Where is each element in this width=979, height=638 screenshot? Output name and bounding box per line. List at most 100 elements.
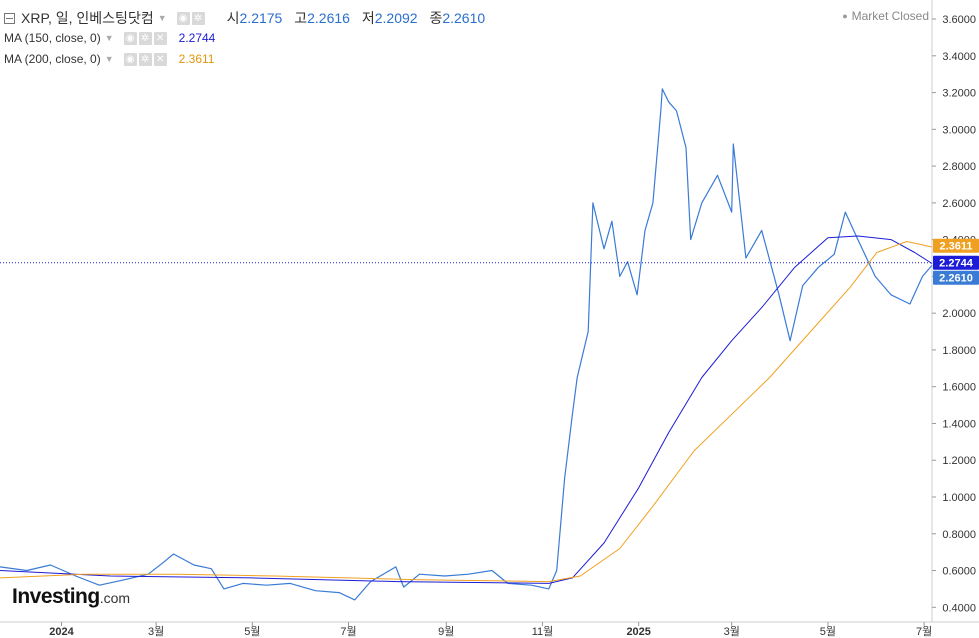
data-point (162, 563, 163, 564)
data-point (178, 574, 179, 575)
data-point (668, 101, 669, 102)
data-point (491, 570, 492, 571)
data-point (564, 478, 565, 479)
y-tick-label: 1.8000 (942, 345, 976, 357)
y-tick-label: 3.4000 (942, 51, 976, 63)
low-value: 2.2092 (374, 10, 418, 26)
data-point (731, 211, 732, 212)
data-point (857, 239, 858, 240)
legend-ma150: MA (150, close, 0) ▼ ◉ ✲ ✕ 2.2744 (4, 31, 215, 45)
gear-icon[interactable]: ✲ (191, 11, 205, 25)
data-point (223, 588, 224, 589)
x-tick-label: 2025 (626, 626, 650, 638)
data-point (690, 239, 691, 240)
close-key: 종 (429, 10, 443, 26)
gear-icon[interactable]: ✲ (138, 31, 152, 45)
data-point (444, 575, 445, 576)
eye-icon[interactable]: ◉ (176, 11, 190, 25)
data-point (588, 331, 589, 332)
data-point (266, 585, 267, 586)
gear-icon[interactable]: ✲ (138, 52, 152, 66)
chevron-down-icon[interactable]: ▼ (104, 54, 114, 64)
price-label-box (933, 270, 979, 285)
data-point (173, 553, 174, 554)
data-point (827, 237, 828, 238)
symbol-label: XRP, 일, 인베스팅닷컴 (21, 10, 154, 26)
legend-ma200: MA (200, close, 0) ▼ ◉ ✲ ✕ 2.3611 (4, 52, 214, 66)
data-point (611, 221, 612, 222)
data-point (26, 570, 27, 571)
y-tick-label: 0.6000 (942, 566, 976, 578)
y-tick-label: 1.4000 (942, 418, 976, 430)
data-point (717, 175, 718, 176)
data-point (83, 574, 84, 575)
data-point (548, 588, 549, 589)
data-point (572, 414, 573, 415)
data-point (769, 377, 770, 378)
logo-suffix: .com (99, 590, 131, 606)
price-label-box (933, 238, 979, 253)
data-point (75, 575, 76, 576)
data-point (652, 506, 653, 507)
data-point (397, 581, 398, 582)
close-icon[interactable]: ✕ (153, 52, 167, 66)
data-point (290, 583, 291, 584)
high-value: 2.2616 (307, 10, 350, 26)
eye-icon[interactable]: ◉ (123, 31, 137, 45)
eye-icon[interactable]: ◉ (123, 52, 137, 66)
chevron-down-icon[interactable]: ▼ (104, 33, 114, 43)
data-point (909, 303, 910, 304)
ma150-value: 2.2744 (178, 31, 216, 45)
x-tick-label: 3월 (148, 625, 164, 638)
data-point (931, 246, 932, 247)
y-tick-label: 0.8000 (942, 529, 976, 541)
data-point (890, 294, 891, 295)
data-point (548, 583, 549, 584)
data-point (761, 230, 762, 231)
data-point (931, 263, 932, 264)
data-point (876, 252, 877, 253)
data-point (794, 267, 795, 268)
x-tick-label: 3월 (724, 625, 740, 638)
data-point (531, 585, 532, 586)
data-point (701, 202, 702, 203)
ohlc-values: 시2.2175 고2.2616 저2.2092 종2.2610 (219, 8, 486, 28)
data-point (818, 267, 819, 268)
data-point (242, 583, 243, 584)
price-label: 2.3611 (939, 241, 972, 253)
data-point (701, 377, 702, 378)
data-point (660, 110, 661, 111)
data-point (662, 88, 663, 89)
collapse-icon[interactable] (4, 12, 15, 24)
high-key: 고 (294, 10, 308, 26)
close-icon[interactable]: ✕ (153, 31, 167, 45)
data-point (638, 487, 639, 488)
data-point (50, 564, 51, 565)
data-point (274, 575, 275, 576)
data-point (193, 564, 194, 565)
y-tick-label: 1.0000 (942, 492, 976, 504)
price-label: 2.2610 (939, 273, 973, 285)
chevron-down-icon[interactable]: ▼ (157, 13, 167, 23)
y-tick-label: 3.2000 (942, 88, 976, 100)
y-tick-label: 2.0000 (942, 308, 976, 320)
data-point (890, 239, 891, 240)
data-point (789, 340, 790, 341)
data-point (810, 331, 811, 332)
data-point (354, 599, 355, 600)
data-point (580, 575, 581, 576)
x-tick-label: 5월 (244, 625, 260, 638)
data-point (592, 202, 593, 203)
data-point (668, 432, 669, 433)
y-tick-label: 0.4000 (942, 602, 976, 614)
price-label: 2.2744 (939, 258, 974, 270)
price-label-box (933, 255, 979, 270)
ma200-value: 2.3611 (178, 52, 215, 66)
data-point (252, 577, 253, 578)
data-point (603, 542, 604, 543)
ma200-label: MA (200, close, 0) (4, 52, 101, 66)
legend-main: XRP, 일, 인베스팅닷컴 ▼ ◉ ✲ 시2.2175 고2.2616 저2.… (4, 8, 485, 28)
open-key: 시 (226, 10, 240, 26)
data-point (556, 570, 557, 571)
